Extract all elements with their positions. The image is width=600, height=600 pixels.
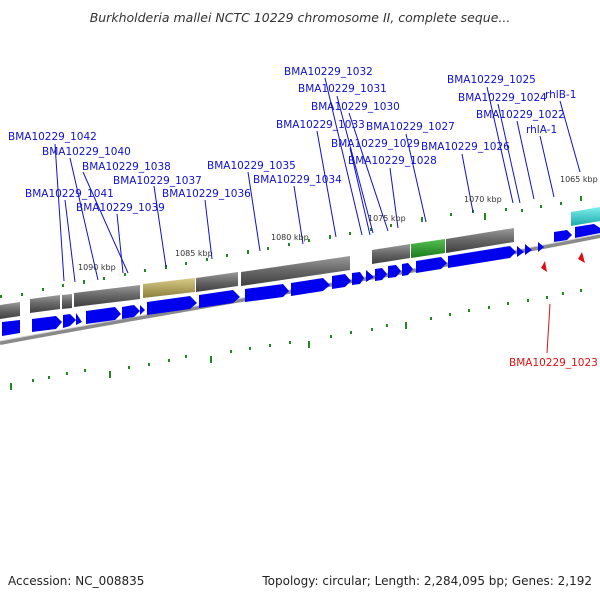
gene-label[interactable]: BMA10229_1036 — [162, 188, 251, 200]
gene-label[interactable]: BMA10229_1041 — [25, 188, 114, 200]
kbp-label: 1065 kbp — [560, 175, 598, 184]
gene-label[interactable]: BMA10229_1038 — [82, 161, 171, 173]
kbp-label: 1070 kbp — [464, 195, 502, 204]
gene-arrow[interactable] — [448, 246, 516, 268]
highlight-gene-label[interactable]: BMA10229_1023 — [509, 357, 598, 369]
gene-arrow[interactable] — [140, 305, 145, 315]
gene-label[interactable]: BMA10229_1026 — [421, 141, 510, 153]
gene-label[interactable]: BMA10229_1031 — [298, 83, 387, 95]
gene-label[interactable]: BMA10229_1027 — [366, 121, 455, 133]
feature-block — [196, 272, 238, 292]
kbp-labels: 1090 kbp 1085 kbp 1080 kbp 1075 kbp 1070… — [78, 175, 598, 272]
feature-block — [30, 295, 60, 313]
leader-lines — [54, 77, 581, 283]
gene-arrow[interactable] — [517, 246, 524, 257]
feature-block — [372, 244, 410, 264]
highlight-arrow[interactable] — [541, 261, 547, 272]
feature-block — [74, 285, 140, 307]
gene-label[interactable]: BMA10229_1028 — [348, 155, 437, 167]
gene-arrow[interactable] — [575, 224, 600, 238]
gene-track — [2, 224, 600, 336]
feature-block — [0, 302, 20, 319]
gene-label[interactable]: BMA10229_1034 — [253, 174, 342, 186]
gene-label[interactable]: BMA10229_1039 — [76, 202, 165, 214]
gene-label[interactable]: BMA10229_1025 — [447, 74, 536, 86]
feature-track — [0, 207, 600, 319]
gene-arrow[interactable] — [86, 307, 121, 324]
gene-label[interactable]: BMA10229_1029 — [331, 138, 420, 150]
gene-arrow[interactable] — [416, 257, 447, 273]
gene-arrow[interactable] — [332, 274, 351, 289]
gene-label[interactable]: BMA10229_1037 — [113, 175, 202, 187]
map-title: Burkholderia mallei NCTC 10229 chromosom… — [89, 10, 511, 25]
gene-label[interactable]: BMA10229_1032 — [284, 66, 373, 78]
kbp-label: 1085 kbp — [175, 249, 213, 258]
gene-arrow[interactable] — [402, 263, 413, 276]
gene-arrow[interactable] — [375, 268, 387, 281]
feature-block-olive — [143, 278, 195, 298]
genome-info-text: Topology: circular; Length: 2,284,095 bp… — [262, 574, 592, 588]
feature-block — [241, 256, 350, 286]
gene-labels: BMA10229_1042 BMA10229_1040 BMA10229_104… — [8, 66, 598, 369]
gene-label[interactable]: rhlB-1 — [545, 89, 576, 101]
gene-arrow[interactable] — [366, 270, 374, 282]
gene-arrow[interactable] — [388, 265, 401, 278]
feature-block-cyan — [571, 207, 600, 226]
gene-arrow[interactable] — [525, 244, 532, 255]
kbp-label: 1080 kbp — [271, 233, 309, 242]
highlight-markers — [541, 252, 585, 272]
feature-block — [446, 228, 514, 253]
highlight-leader — [546, 303, 551, 354]
accession-text: Accession: NC_008835 — [8, 574, 145, 588]
gene-label[interactable]: BMA10229_1042 — [8, 131, 97, 143]
kbp-label: 1090 kbp — [78, 263, 116, 272]
gene-arrow[interactable] — [2, 320, 20, 336]
gene-arrow[interactable] — [245, 284, 289, 302]
feature-block — [62, 294, 72, 309]
gene-arrow[interactable] — [76, 313, 82, 325]
gene-arrow[interactable] — [291, 278, 330, 296]
gene-label[interactable]: BMA10229_1024 — [458, 92, 547, 104]
highlight-arrow[interactable] — [578, 252, 585, 263]
gene-arrow[interactable] — [352, 272, 364, 285]
gene-label[interactable]: BMA10229_1040 — [42, 146, 131, 158]
gene-arrow[interactable] — [554, 230, 572, 242]
feature-block-green — [411, 239, 445, 258]
kbp-label: 1075 kbp — [368, 214, 406, 223]
gene-arrow[interactable] — [199, 290, 240, 308]
gene-arrow[interactable] — [32, 316, 62, 332]
gene-arrow[interactable] — [147, 296, 197, 315]
gene-label[interactable]: BMA10229_1022 — [476, 109, 565, 121]
gene-label[interactable]: BMA10229_1033 — [276, 119, 365, 131]
gene-label[interactable]: BMA10229_1030 — [311, 101, 400, 113]
gene-arrow[interactable] — [122, 305, 140, 319]
gene-label[interactable]: rhlA-1 — [526, 124, 557, 136]
gene-arrow[interactable] — [63, 314, 76, 328]
gene-arrow[interactable] — [538, 242, 544, 252]
gene-label[interactable]: BMA10229_1035 — [207, 160, 296, 172]
